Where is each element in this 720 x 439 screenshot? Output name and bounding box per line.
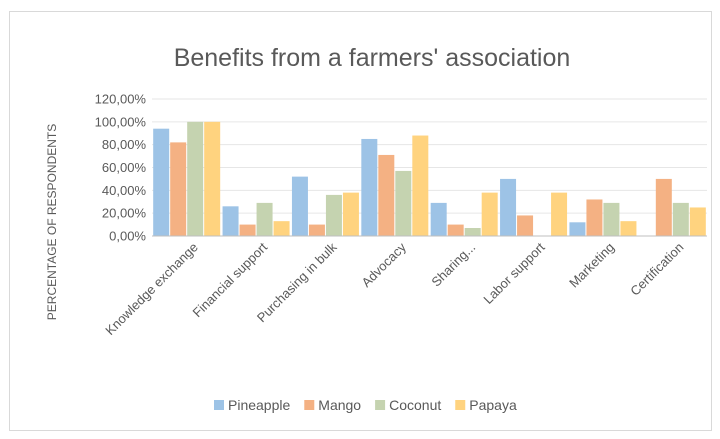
y-tick-label: 40,00% — [102, 183, 147, 198]
bar-mango-2 — [239, 224, 256, 236]
bar-mango-8 — [655, 178, 672, 236]
bar-coconut-3 — [325, 194, 342, 236]
y-tick-label: 20,00% — [102, 206, 147, 221]
bar-coconut-5 — [464, 228, 481, 236]
bar-mango-7 — [586, 199, 603, 236]
y-axis-ticks: 0,00% 20,00% 40,00% 60,00% 80,00% 100,00% 120,… — [95, 92, 147, 244]
bar-papaya-5 — [481, 192, 498, 236]
bar-mango-4 — [378, 154, 395, 236]
bars — [153, 121, 706, 236]
legend: Pineapple Mango Coconut Papaya — [214, 397, 517, 413]
x-category-label: Advocacy — [358, 239, 409, 290]
legend-swatch-mango — [304, 400, 315, 410]
bar-papaya-4 — [412, 135, 429, 236]
bar-pineapple-2 — [222, 206, 239, 236]
x-category-label: Sharing... — [428, 240, 478, 290]
x-category-label: Labor support — [480, 239, 548, 307]
y-tick-label: 80,00% — [102, 137, 147, 152]
bar-pineapple-4 — [361, 138, 378, 236]
bar-coconut-8 — [672, 202, 689, 236]
legend-label: Pineapple — [228, 397, 290, 413]
gridlines — [152, 98, 707, 214]
bar-mango-6 — [517, 215, 534, 236]
x-category-label: Marketing — [566, 240, 617, 291]
bar-coconut-4 — [395, 170, 412, 236]
bar-papaya-2 — [273, 221, 290, 236]
bar-mango-1 — [170, 142, 187, 236]
bar-pineapple-7 — [569, 222, 586, 236]
legend-swatch-coconut — [375, 400, 386, 410]
legend-label: Coconut — [389, 397, 441, 413]
bar-coconut-1 — [187, 121, 204, 236]
y-tick-label: 60,00% — [102, 160, 147, 175]
bar-mango-5 — [447, 224, 464, 236]
bar-papaya-8 — [689, 207, 706, 236]
legend-label: Mango — [318, 397, 361, 413]
chart-title: Benefits from a farmers' association — [174, 44, 571, 72]
bar-mango-3 — [308, 224, 325, 236]
bar-papaya-7 — [620, 221, 637, 236]
bar-pineapple-1 — [153, 128, 170, 236]
legend-swatch-papaya — [455, 400, 466, 410]
bar-pineapple-6 — [500, 178, 517, 236]
bar-pineapple-3 — [291, 176, 308, 236]
bar-pineapple-5 — [430, 202, 447, 236]
x-category-label: Certification — [627, 240, 686, 299]
bar-papaya-3 — [342, 192, 359, 236]
bar-papaya-1 — [204, 121, 221, 236]
y-tick-label: 100,00% — [95, 114, 147, 129]
legend-swatch-pineapple — [214, 400, 224, 410]
bar-papaya-6 — [551, 192, 568, 236]
y-axis-label: PERCENTAGE OF RESPONDENTS — [45, 124, 59, 320]
y-tick-label: 0,00% — [109, 229, 146, 244]
y-tick-label: 120,00% — [95, 92, 147, 107]
legend-label: Papaya — [469, 397, 517, 413]
bar-coconut-2 — [256, 202, 273, 236]
bar-coconut-7 — [603, 202, 620, 236]
x-category-label: Knowledge exchange — [102, 240, 201, 339]
x-category-label: Financial support — [190, 239, 271, 320]
